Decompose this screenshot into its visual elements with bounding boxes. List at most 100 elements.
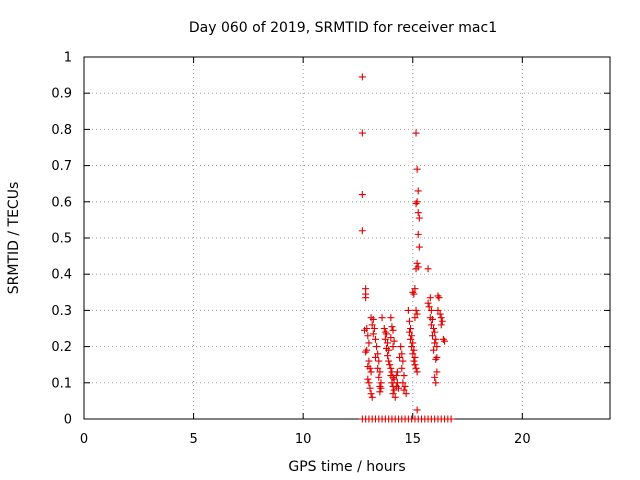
data-point [431, 339, 439, 347]
data-point [414, 209, 422, 217]
data-point [362, 348, 370, 356]
y-tick-label: 0 [64, 413, 72, 428]
data-point [432, 379, 440, 387]
data-point [408, 332, 416, 340]
data-point [408, 343, 416, 351]
data-point [432, 335, 440, 343]
data-point [366, 364, 374, 372]
data-point [396, 353, 404, 361]
data-point [437, 314, 445, 322]
data-point [371, 335, 379, 343]
data-point [411, 285, 419, 293]
data-point [387, 364, 395, 372]
data-point [390, 375, 398, 383]
chart-title: Day 060 of 2019, SRMTID for receiver mac… [189, 20, 497, 36]
data-point [433, 353, 441, 361]
data-point [409, 339, 417, 347]
y-tick-label: 0.6 [51, 195, 72, 210]
data-point [371, 353, 379, 361]
data-point [358, 129, 366, 137]
data-point [400, 372, 408, 380]
axis-ticks [83, 56, 610, 420]
data-point [424, 299, 432, 307]
data-point [390, 386, 398, 394]
data-point [399, 357, 407, 365]
data-point [385, 346, 393, 354]
data-point [434, 292, 442, 300]
data-point [401, 382, 409, 390]
data-point [365, 357, 373, 365]
data-point [374, 364, 382, 372]
data-point [412, 306, 420, 314]
data-point [398, 350, 406, 358]
data-point [375, 357, 383, 365]
data-points [358, 73, 455, 423]
data-point [363, 325, 371, 332]
data-point [412, 129, 420, 137]
data-point [388, 323, 396, 331]
data-point [430, 325, 438, 332]
data-point [435, 294, 443, 302]
data-point [411, 361, 419, 369]
data-point [367, 368, 375, 376]
data-point [389, 390, 397, 398]
data-point [386, 361, 394, 369]
data-point [367, 390, 375, 398]
data-point [368, 393, 376, 401]
data-point [415, 214, 423, 222]
data-point [374, 350, 382, 358]
data-point [398, 364, 406, 372]
data-point [410, 357, 418, 365]
data-point [389, 326, 397, 334]
data-point [389, 343, 397, 351]
x-tick-label: 5 [189, 432, 197, 447]
data-point [395, 384, 403, 392]
x-tick-label: 10 [295, 432, 312, 447]
data-point [380, 325, 388, 332]
data-point [387, 314, 395, 322]
data-point [373, 343, 381, 351]
data-point [358, 73, 366, 81]
data-point [412, 265, 420, 273]
data-point [376, 388, 384, 396]
x-tick-label: 0 [80, 432, 88, 447]
data-point [407, 325, 415, 332]
data-point [427, 321, 435, 329]
data-point [413, 406, 421, 414]
data-point [358, 227, 366, 235]
data-point [382, 330, 390, 338]
data-point [441, 337, 449, 345]
data-point [391, 393, 399, 401]
y-tick-label: 1 [64, 51, 72, 66]
data-point [431, 328, 439, 336]
data-point [430, 346, 438, 354]
data-point [412, 364, 420, 372]
data-point [385, 357, 393, 365]
y-tick-label: 0.8 [51, 123, 72, 138]
data-point [431, 373, 439, 381]
y-tick-label: 0.3 [51, 304, 72, 319]
data-point [397, 343, 405, 351]
data-point [414, 187, 422, 195]
data-point [413, 165, 421, 173]
data-point [405, 328, 413, 336]
data-point [377, 384, 385, 392]
data-point [370, 325, 378, 332]
data-point [369, 330, 377, 338]
data-point [378, 314, 386, 322]
data-point [412, 200, 420, 208]
data-point [393, 368, 401, 376]
data-point [438, 317, 446, 325]
data-point [369, 315, 377, 323]
data-point [362, 294, 370, 302]
data-point [392, 372, 400, 380]
data-point [358, 191, 366, 199]
data-point [364, 332, 372, 340]
data-point [411, 353, 419, 361]
data-point [415, 243, 423, 251]
data-point [387, 334, 395, 342]
tick-labels: 0 5 10 15 20 0 0.1 0.2 0.3 0.4 0.5 0.6 0.7 0.8 0.9 1 [51, 51, 530, 448]
data-point [375, 373, 383, 381]
x-tick-label: 20 [514, 432, 531, 447]
data-point [439, 335, 447, 343]
